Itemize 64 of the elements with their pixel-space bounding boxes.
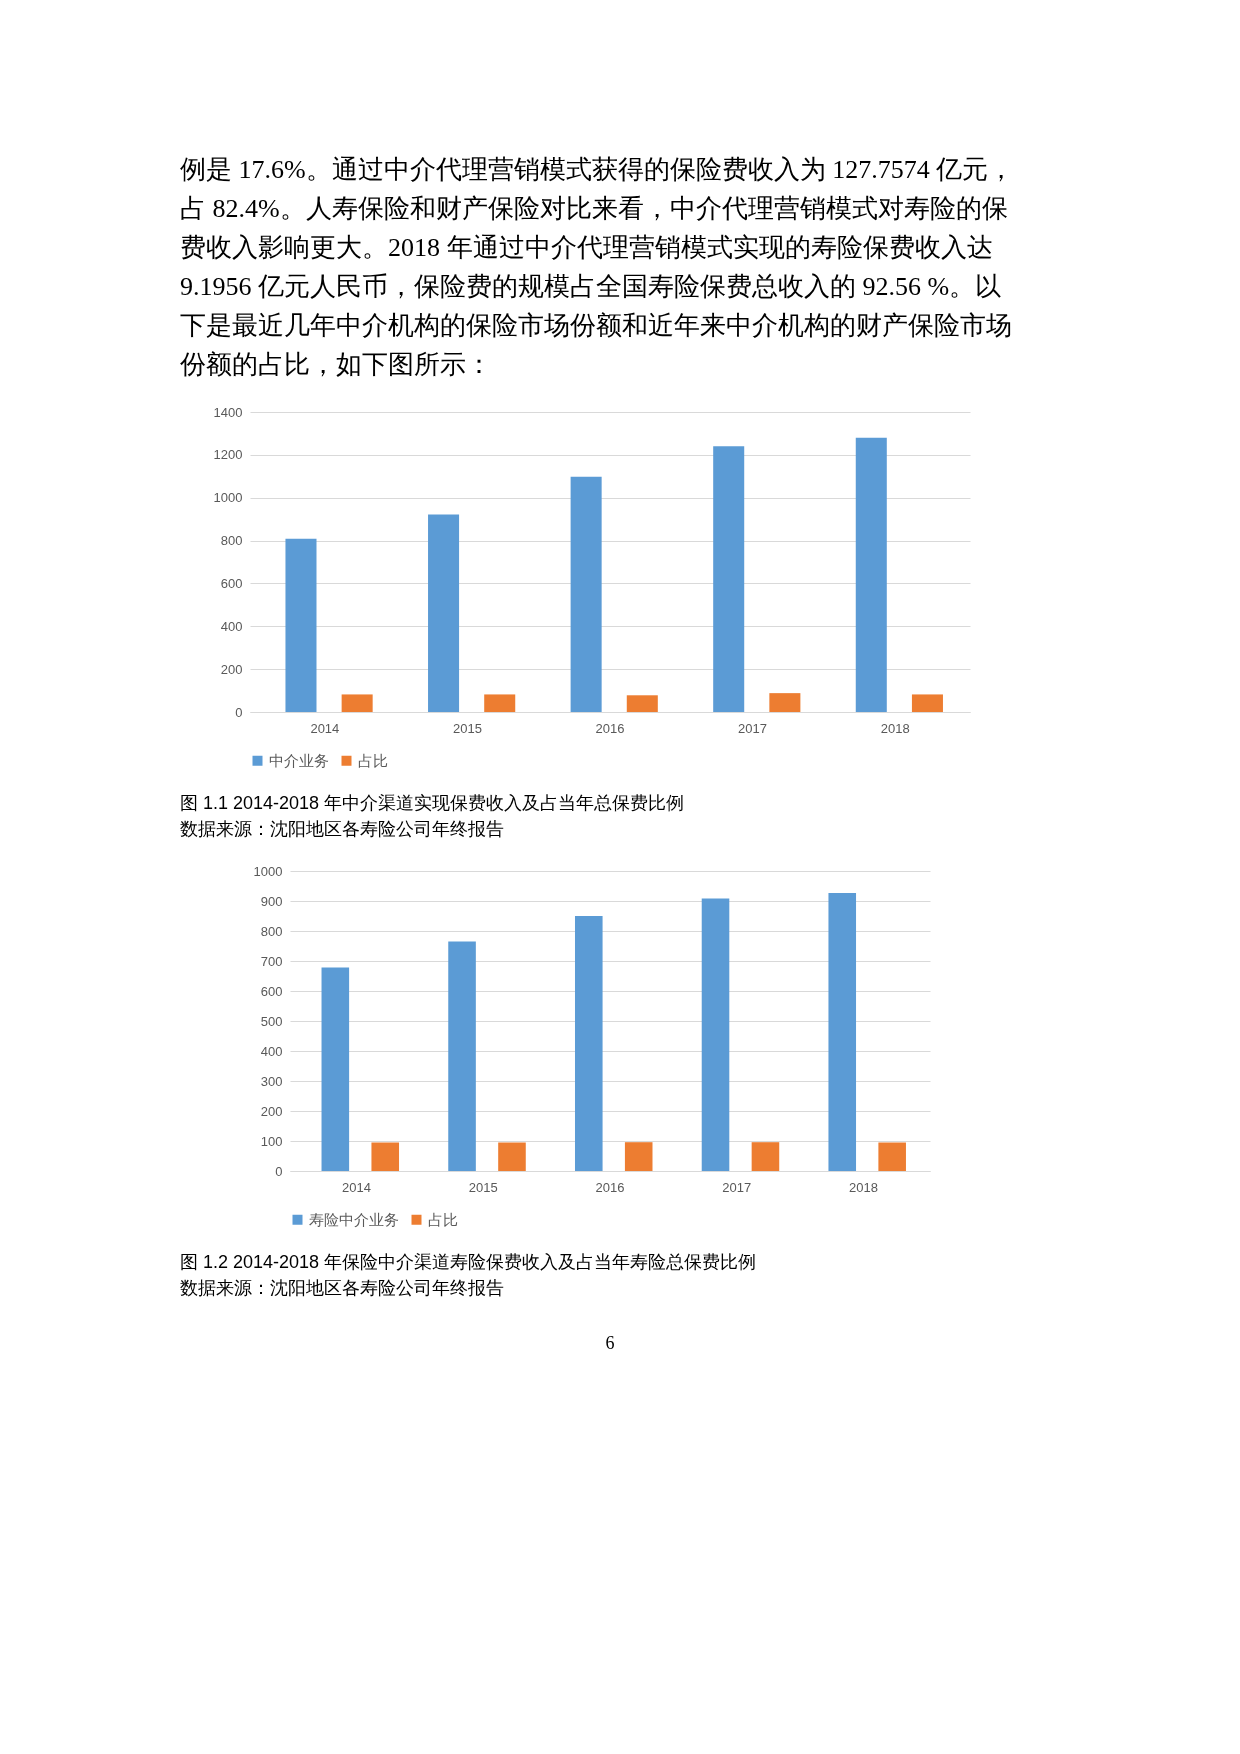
x-tick-label: 2015 <box>452 720 482 736</box>
text: 占 82.4%。人寿保险和财产保险对比来看，中介代理营销模式对寿险的保 <box>180 193 1008 223</box>
bar <box>701 898 730 1171</box>
y-tick-label: 400 <box>260 1043 283 1059</box>
bar <box>855 437 887 712</box>
bar <box>341 694 373 712</box>
caption: 图 1.1 2014-2018 年中介渠道实现保费收入及占当年总保费比例 <box>180 793 685 813</box>
bar <box>878 1142 906 1171</box>
x-tick-label: 2017 <box>738 720 768 736</box>
x-tick-label: 2016 <box>595 720 625 736</box>
y-tick-label: 1200 <box>213 447 243 463</box>
y-tick-label: 200 <box>220 661 243 677</box>
bar <box>498 1142 526 1171</box>
y-tick-label: 0 <box>235 704 243 720</box>
text: 下是最近几年中介机构的保险市场份额和近年来中介机构的财产保险市场 <box>180 310 1012 340</box>
bar <box>321 967 350 1171</box>
y-tick-label: 200 <box>260 1103 283 1119</box>
legend-label: 中介业务 <box>269 751 329 769</box>
y-tick-label: 300 <box>260 1073 283 1089</box>
bar <box>828 892 857 1171</box>
y-tick-label: 100 <box>260 1133 283 1149</box>
x-tick-label: 2018 <box>849 1179 878 1195</box>
y-tick-label: 0 <box>275 1163 283 1179</box>
x-tick-label: 2014 <box>342 1179 371 1195</box>
legend-label: 占比 <box>428 1210 458 1228</box>
bar <box>911 694 943 712</box>
y-tick-label: 900 <box>260 893 283 909</box>
text: 9.1956 亿元人民币，保险费的规模占全国寿险保费总收入的 92.56 %。以 <box>180 271 1002 301</box>
bar <box>448 941 476 1171</box>
legend-label: 占比 <box>358 751 388 769</box>
bar <box>626 695 658 712</box>
y-tick-label: 700 <box>260 953 283 969</box>
bar <box>713 446 745 712</box>
bar <box>751 1142 780 1171</box>
x-tick-label: 2017 <box>722 1179 752 1195</box>
bar <box>574 916 603 1171</box>
source-note: 数据来源：沈阳地区各寿险公司年终报告 <box>180 1278 504 1298</box>
text: 费收入影响更大。2018 年通过中介代理营销模式实现的寿险保费收入达 <box>180 232 993 262</box>
y-tick-label: 800 <box>220 533 243 549</box>
x-tick-label: 2015 <box>468 1179 498 1195</box>
y-tick-label: 1400 <box>213 404 243 420</box>
bar <box>371 1142 400 1171</box>
bar <box>769 693 801 712</box>
x-tick-label: 2014 <box>310 720 340 736</box>
bar <box>484 694 516 712</box>
text: 6 <box>605 1333 615 1353</box>
source-note: 数据来源：沈阳地区各寿险公司年终报告 <box>180 819 504 839</box>
x-tick-label: 2016 <box>595 1179 625 1195</box>
y-tick-label: 600 <box>220 575 243 591</box>
y-tick-label: 500 <box>260 1013 283 1029</box>
text: 例是 17.6%。通过中介代理营销模式获得的保险费收入为 127.7574 亿元， <box>180 154 1015 184</box>
legend-label: 寿险中介业务 <box>309 1210 399 1228</box>
y-tick-label: 1000 <box>213 490 243 506</box>
bar <box>428 514 460 712</box>
y-tick-label: 600 <box>260 983 283 999</box>
y-tick-label: 1000 <box>253 863 283 879</box>
bar <box>285 538 317 712</box>
text: 份额的占比，如下图所示： <box>180 349 492 379</box>
bar <box>624 1142 653 1171</box>
caption: 图 1.2 2014-2018 年保险中介渠道寿险保费收入及占当年寿险总保费比例 <box>180 1252 757 1272</box>
bar <box>570 476 602 712</box>
x-tick-label: 2018 <box>880 720 910 736</box>
y-tick-label: 800 <box>260 923 283 939</box>
y-tick-label: 400 <box>220 618 243 634</box>
